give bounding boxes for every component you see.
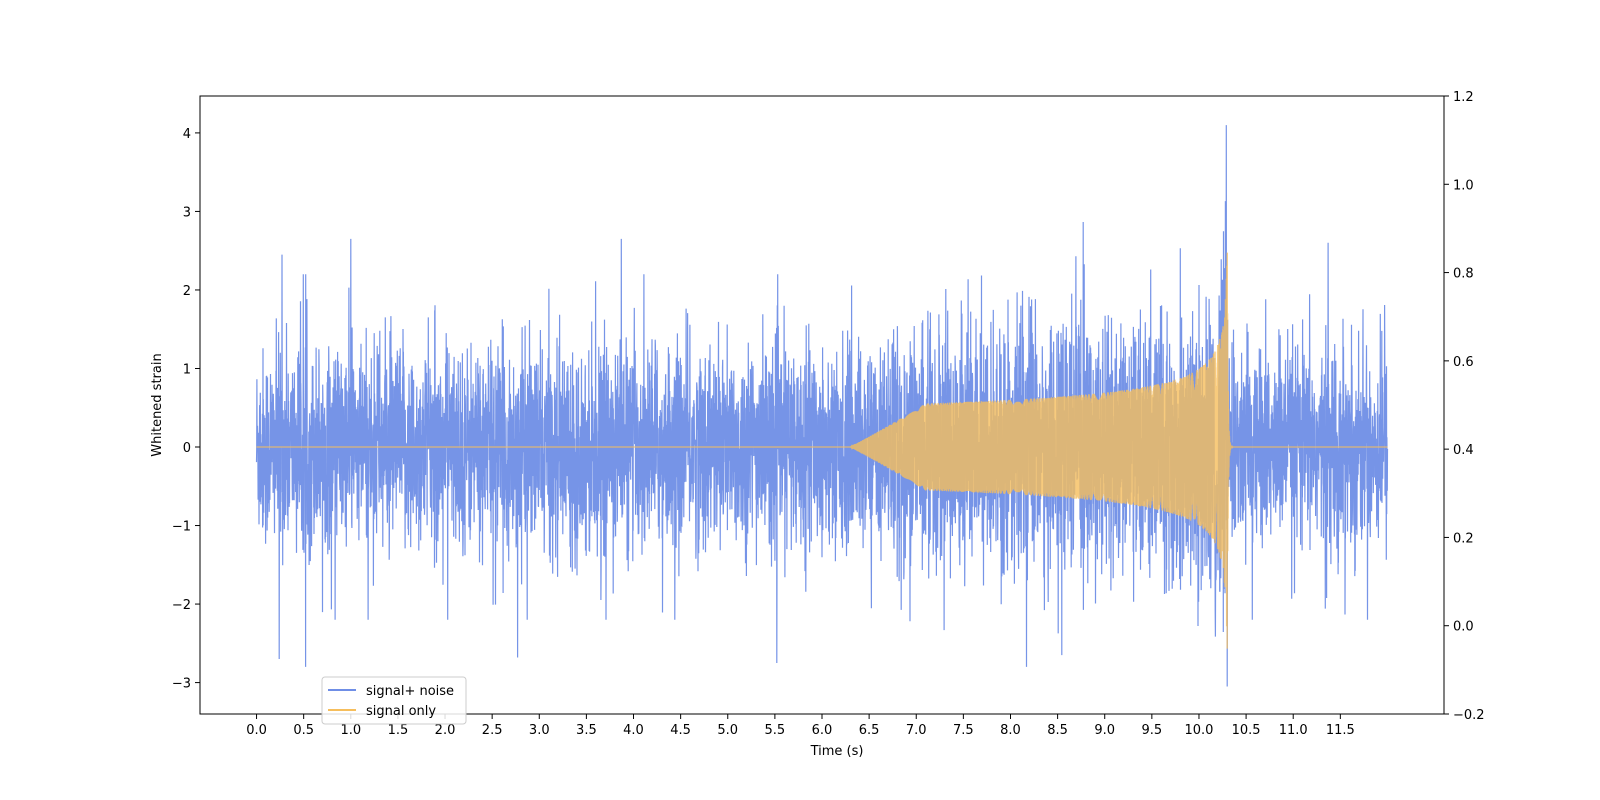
x-tick-label: 3.5 <box>576 723 597 738</box>
x-tick-label: 8.0 <box>1000 723 1021 738</box>
x-tick-label: 11.5 <box>1326 723 1355 738</box>
y-tick-label: 4 <box>183 127 191 142</box>
y-axis-left: −3 −2 −1 0 1 2 3 4 <box>172 127 200 692</box>
x-tick-label: 0.5 <box>293 723 314 738</box>
legend-label-signal-only: signal only <box>366 704 436 719</box>
y2-tick-label: 0.4 <box>1453 443 1474 458</box>
y-axis-right: −0.2 0.0 0.2 0.4 0.6 0.8 1.0 1.2 <box>1444 90 1485 723</box>
x-axis: 0.0 0.5 1.0 1.5 2.0 2.5 3.0 3.5 4.0 4.5 5.0 5.5 6.0 6… <box>246 714 1355 738</box>
legend: signal+ noise signal only <box>321 676 467 725</box>
y2-tick-label: 0.6 <box>1453 355 1474 370</box>
x-tick-label: 4.5 <box>670 723 691 738</box>
legend-box <box>321 676 467 725</box>
x-tick-label: 3.0 <box>529 723 550 738</box>
x-tick-label: 1.5 <box>388 723 409 738</box>
x-tick-label: 10.0 <box>1184 723 1213 738</box>
y-tick-label: 3 <box>183 205 191 220</box>
x-axis-label: Time (s) <box>810 744 864 759</box>
y-tick-label: −2 <box>172 598 191 613</box>
legend-label-signal-noise: signal+ noise <box>366 684 454 699</box>
y-tick-label: 0 <box>183 441 191 456</box>
y2-tick-label: 0.8 <box>1453 267 1474 282</box>
x-tick-label: 4.0 <box>623 723 644 738</box>
y-tick-label: 2 <box>183 284 191 299</box>
y2-tick-label: 1.0 <box>1453 178 1474 193</box>
x-tick-label: 5.0 <box>717 723 738 738</box>
y-tick-label: 1 <box>183 362 191 377</box>
y-axis-label: Whitened strain <box>150 353 165 456</box>
series-line-signal-only <box>256 252 1388 649</box>
y2-tick-label: 0.0 <box>1453 620 1474 635</box>
series-layer <box>255 125 1389 687</box>
x-tick-label: 6.5 <box>859 723 880 738</box>
x-tick-label: 8.5 <box>1047 723 1068 738</box>
x-tick-label: 7.0 <box>906 723 927 738</box>
x-tick-label: 7.5 <box>953 723 974 738</box>
y2-tick-label: 0.2 <box>1453 531 1474 546</box>
x-tick-label: 2.5 <box>482 723 503 738</box>
series-line-signal-noise <box>255 125 1389 687</box>
x-tick-label: 11.0 <box>1279 723 1308 738</box>
x-tick-label: 1.0 <box>340 723 361 738</box>
x-tick-label: 9.5 <box>1142 723 1163 738</box>
x-tick-label: 0.0 <box>246 723 267 738</box>
y-tick-label: −3 <box>172 677 191 692</box>
y2-tick-label: 1.2 <box>1453 90 1474 105</box>
x-tick-label: 10.5 <box>1232 723 1261 738</box>
y-tick-label: −1 <box>172 520 191 535</box>
x-tick-label: 6.0 <box>812 723 833 738</box>
y2-tick-label: −0.2 <box>1453 708 1485 723</box>
x-tick-label: 5.5 <box>765 723 786 738</box>
x-tick-label: 9.0 <box>1094 723 1115 738</box>
x-tick-label: 2.0 <box>435 723 456 738</box>
